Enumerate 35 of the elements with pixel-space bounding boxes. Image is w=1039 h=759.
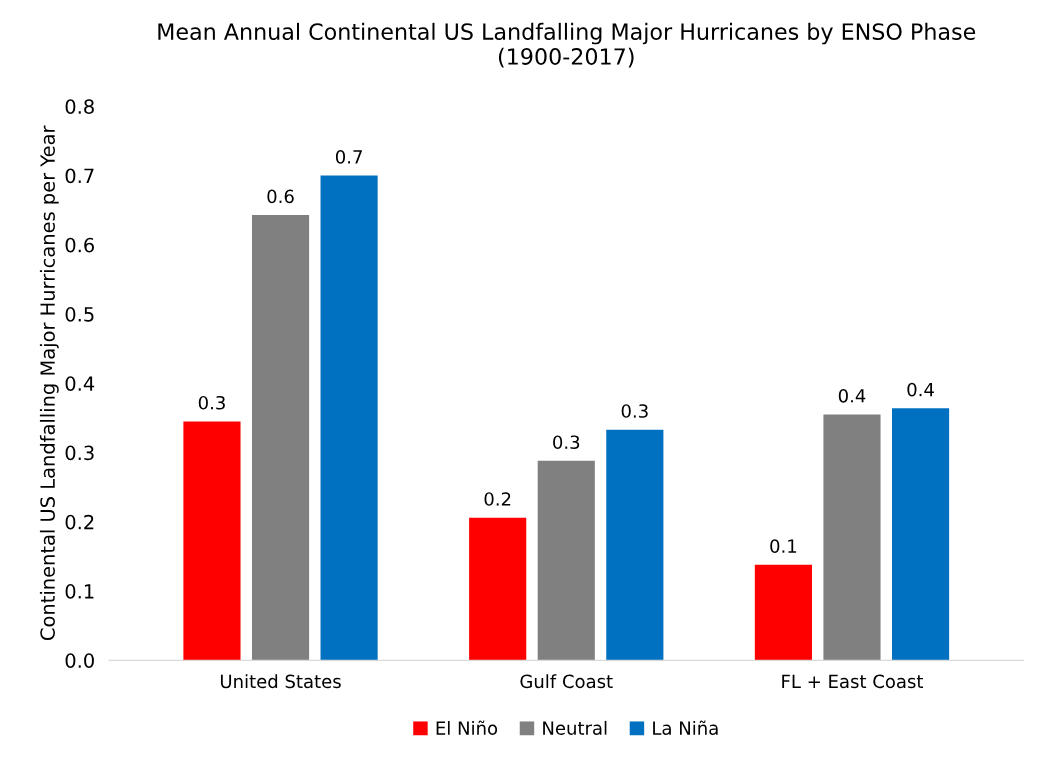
data-label: 0.2 bbox=[484, 492, 511, 506]
legend-label: El Niño bbox=[436, 720, 498, 735]
data-label: 0.4 bbox=[907, 382, 934, 397]
bar bbox=[183, 421, 241, 661]
bar bbox=[823, 414, 881, 661]
bar bbox=[537, 460, 595, 661]
y-tick-label: 0.0 bbox=[65, 653, 94, 668]
y-tick-label: 0.3 bbox=[65, 445, 94, 461]
data-label: 0.7 bbox=[335, 150, 362, 164]
data-label: 0.1 bbox=[770, 539, 797, 553]
bar bbox=[251, 215, 310, 661]
x-tick-label: Gulf Coast bbox=[520, 674, 613, 689]
y-tick-label: 0.4 bbox=[65, 376, 95, 391]
bar bbox=[469, 517, 527, 661]
y-tick-label: 0.8 bbox=[65, 99, 94, 114]
legend-label: La Niña bbox=[653, 720, 718, 735]
y-axis-title: Continental US Landfalling Major Hurricanes per Year bbox=[39, 125, 59, 640]
y-tick-label: 0.5 bbox=[65, 306, 94, 322]
chart-title: Mean Annual Continental US Landfalling Major Hurricanes by ENSO Phase (1900-2017) bbox=[158, 22, 976, 68]
data-label: 0.3 bbox=[621, 404, 648, 418]
y-tick-label: 0.7 bbox=[65, 168, 94, 184]
x-tick-label: FL + East Coast bbox=[782, 674, 924, 689]
bar bbox=[891, 408, 950, 661]
data-label: 0.3 bbox=[198, 395, 225, 410]
y-tick-label: 0.1 bbox=[65, 584, 94, 599]
bar bbox=[606, 429, 664, 661]
data-label: 0.4 bbox=[838, 388, 866, 403]
y-tick-label: 0.2 bbox=[65, 514, 94, 530]
x-tick-label: United States bbox=[220, 674, 341, 689]
y-tick-label: 0.6 bbox=[65, 237, 94, 253]
legend-label: Neutral bbox=[543, 720, 607, 735]
data-label: 0.6 bbox=[267, 189, 294, 204]
bar bbox=[754, 564, 812, 661]
data-label: 0.3 bbox=[553, 435, 580, 450]
bar bbox=[320, 175, 378, 661]
